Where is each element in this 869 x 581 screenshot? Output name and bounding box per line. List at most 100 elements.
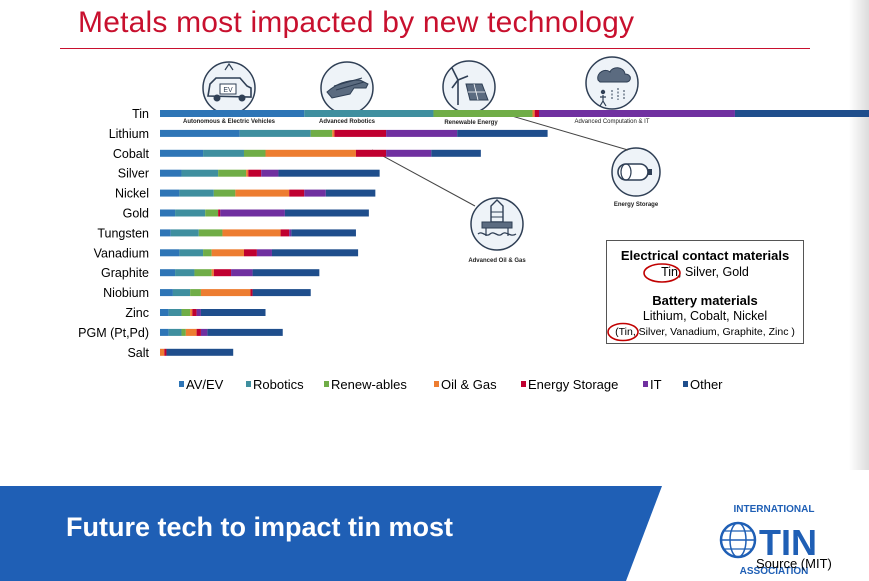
bar-graphite-oil-gas [211,269,214,277]
legend-label-oil-gas: Oil & Gas [441,377,497,392]
bar-nickel-oil-gas [235,189,290,197]
legend-item-av-ev: AV/EV [179,377,224,392]
bar-silver-energy-storage [248,169,262,177]
bar-gold-av-ev [160,209,176,217]
bottom-banner [0,486,626,581]
bar-lithium-energy-storage [334,129,387,137]
legend-swatch-it [643,381,648,387]
bar-area [160,110,869,356]
bar-nickel-other [325,189,376,197]
cloud-computing-icon [585,56,639,110]
bar-vanadium-oil-gas [211,249,244,257]
slide-title: Metals most impacted by new technology [78,6,635,39]
bar-vanadium-av-ev [160,249,180,257]
category-label-tungsten: Tungsten [97,226,149,240]
bar-silver-oil-gas [246,169,249,177]
electrical-contact-title: Electrical contact materials [620,248,790,263]
logo-mid-text: TIN [759,522,817,563]
category-label-gold: Gold [123,207,149,221]
tech-label-oil-gas: Advanced Oil & Gas [468,258,526,264]
legend-label-energy-storage: Energy Storage [528,377,618,392]
bar-tungsten-av-ev [160,229,171,237]
bottom-banner-tip [626,486,662,581]
bar-pgm-pt-pd-energy-storage [196,328,201,336]
battery-materials-items: Lithium, Cobalt, Nickel [642,309,768,323]
category-label-zinc: Zinc [125,306,149,320]
svg-text:EV: EV [223,87,233,94]
electrical-contact-items: Tin, Silver, Gold [661,265,749,279]
slide-edge-shadow [849,0,869,470]
bar-cobalt-oil-gas [265,149,356,157]
bar-niobium-robotics [172,289,191,297]
bar-salt-oil-gas [160,348,165,356]
category-label-graphite: Graphite [101,266,149,280]
bar-niobium-energy-storage [250,289,253,297]
title-underline [60,48,810,49]
bar-lithium-renew-ables [310,129,333,137]
legend-label-av-ev: AV/EV [186,377,224,392]
energy-storage-connector [504,113,629,151]
bar-silver-other [278,169,380,177]
bar-lithium-oil-gas [332,129,335,137]
bar-lithium-robotics [239,129,311,137]
bar-tin-renew-ables [433,110,533,117]
bar-graphite-av-ev [160,269,176,277]
bar-silver-renew-ables [218,169,247,177]
banner-headline: Future tech to impact tin most [66,512,454,542]
electric-car-icon: EV [202,61,256,115]
battery-icon [611,147,661,197]
bar-gold-other [284,209,369,217]
bar-gold-it [220,209,285,217]
logo-top-text: INTERNATIONAL [734,504,815,515]
category-label-nickel: Nickel [115,187,149,201]
bar-tungsten-robotics [170,229,199,237]
category-label-cobalt: Cobalt [113,147,150,161]
bar-pgm-pt-pd-av-ev [160,328,169,336]
battery-materials-title: Battery materials [652,293,758,308]
category-label-niobium: Niobium [103,286,149,300]
category-label-lithium: Lithium [109,127,149,141]
bar-graphite-renew-ables [194,269,212,277]
robot-arm-icon [320,61,374,115]
bar-cobalt-robotics [203,149,244,157]
bar-nickel-energy-storage [289,189,305,197]
bar-zinc-oil-gas [190,309,193,316]
bar-vanadium-other [271,249,359,257]
legend-swatch-renew-ables [324,381,329,387]
bar-tin-robotics [304,110,434,117]
legend-swatch-oil-gas [434,381,439,387]
bar-niobium-oil-gas [200,289,251,297]
bar-zinc-renew-ables [181,309,191,316]
bar-tungsten-renew-ables [198,229,223,237]
bar-pgm-pt-pd-oil-gas [185,328,197,336]
bar-vanadium-energy-storage [243,249,257,257]
legend-item-renew-ables: Renew-ables [324,377,407,392]
tin-highlight-circles [607,263,681,342]
bar-tungsten-energy-storage [280,229,290,237]
bar-nickel-it [304,189,326,197]
bar-tin-energy-storage [534,110,539,117]
materials-callout-box: Electrical contact materials Tin, Silver… [606,240,804,344]
bar-graphite-energy-storage [213,269,232,277]
bar-vanadium-it [256,249,272,257]
bar-gold-energy-storage [218,209,221,217]
bar-pgm-pt-pd-renew-ables [181,328,186,336]
bar-salt-other [166,348,234,356]
bar-graphite-it [231,269,253,277]
oil-rig-icon [470,197,524,251]
legend-label-renew-ables: Renew-ables [331,377,407,392]
bar-gold-robotics [175,209,206,217]
bar-nickel-renew-ables [213,189,236,197]
tech-label-robotics: Advanced Robotics [319,119,376,125]
legend-swatch-robotics [246,381,251,387]
bar-zinc-av-ev [160,309,169,316]
bar-salt-energy-storage [164,348,167,356]
bar-silver-av-ev [160,169,182,177]
category-label-silver: Silver [118,167,149,181]
bar-pgm-pt-pd-other [207,328,283,336]
tech-label-energy-storage: Energy Storage [614,202,659,208]
legend-item-it: IT [643,377,662,392]
tech-label-av: Autonomous & Electric Vehicles [183,119,276,125]
bar-tungsten-other [291,229,356,237]
